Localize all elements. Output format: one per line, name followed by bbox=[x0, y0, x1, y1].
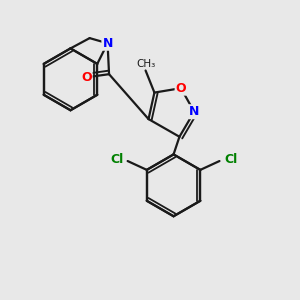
Text: N: N bbox=[102, 37, 113, 50]
Text: O: O bbox=[176, 82, 186, 95]
Text: Cl: Cl bbox=[110, 153, 123, 166]
Text: Cl: Cl bbox=[224, 153, 237, 166]
Text: CH₃: CH₃ bbox=[136, 59, 155, 69]
Text: O: O bbox=[81, 70, 92, 84]
Text: N: N bbox=[189, 105, 200, 118]
